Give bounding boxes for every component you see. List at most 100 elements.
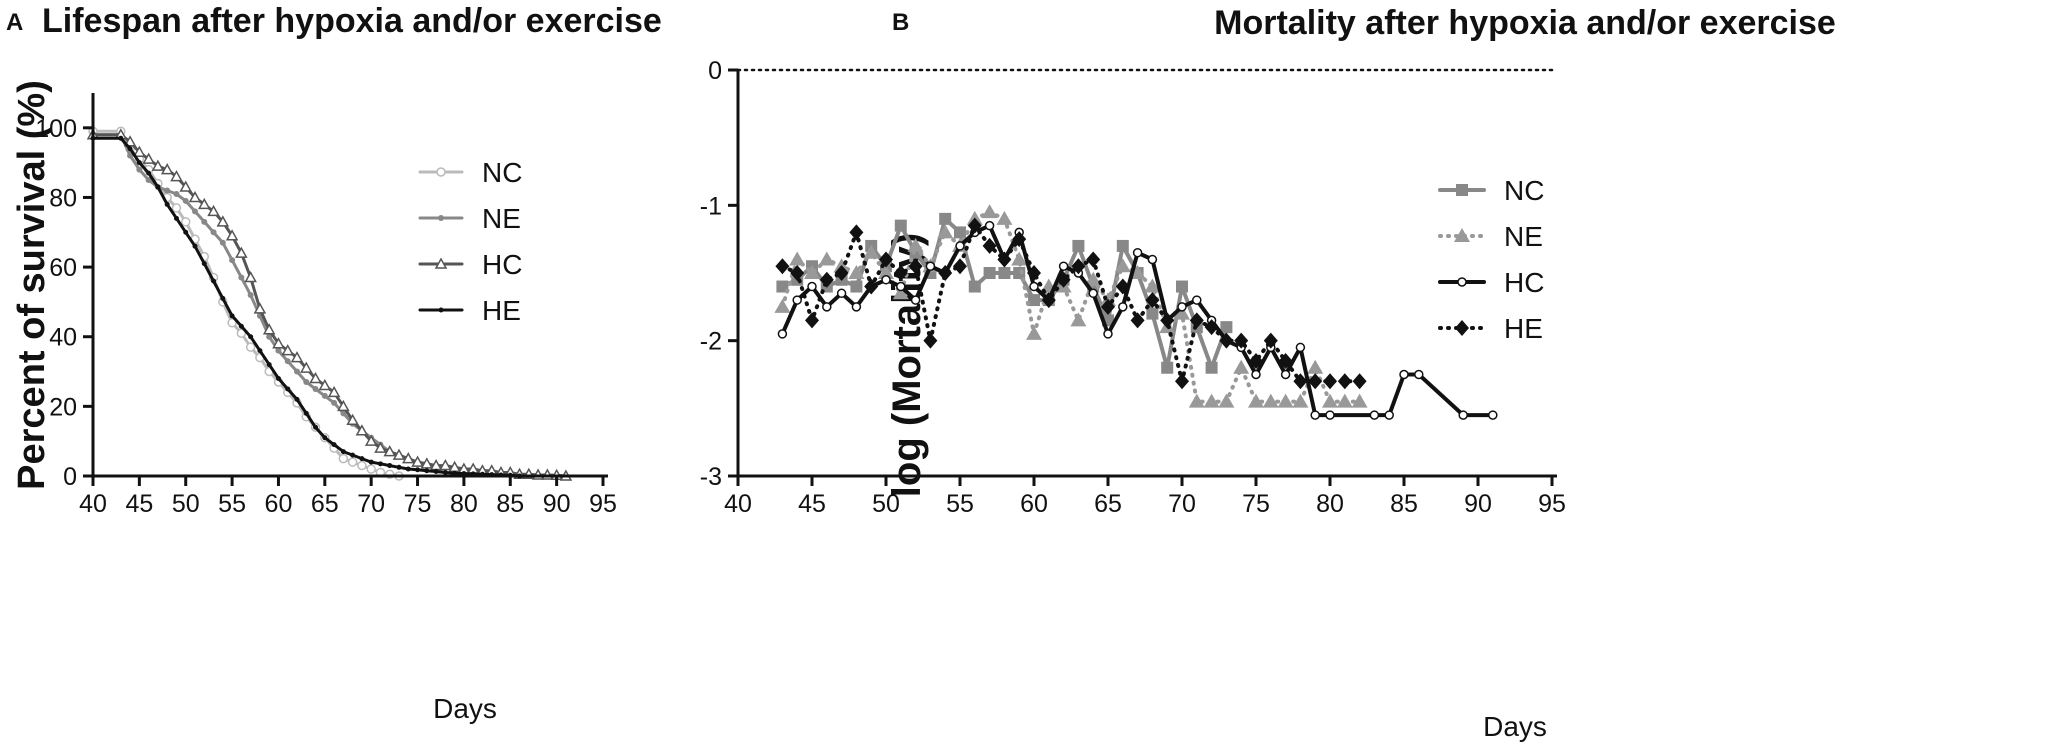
data-point (338, 453, 349, 464)
legend-item-ne: NE (418, 203, 521, 234)
data-point (322, 435, 328, 441)
data-point (294, 396, 300, 402)
data-point (881, 275, 891, 285)
data-point (118, 135, 124, 141)
data-point (1116, 239, 1129, 252)
data-point (774, 298, 791, 313)
panel-a-ylabel: Percent of survival (%) (11, 80, 53, 490)
data-point (136, 166, 143, 173)
data-point (1027, 265, 1041, 281)
data-point (211, 278, 217, 284)
data-point (1144, 278, 1161, 293)
x-tick-label: 50 (872, 490, 900, 518)
data-point (216, 215, 230, 227)
data-point (235, 246, 248, 258)
data-point (183, 229, 189, 235)
data-point (164, 201, 170, 207)
data-point (1130, 312, 1145, 329)
data-point (309, 371, 322, 384)
data-point (1322, 393, 1338, 408)
data-point (1308, 373, 1323, 390)
data-point (220, 295, 226, 301)
data-point (229, 313, 235, 319)
data-point (173, 215, 179, 221)
data-point (424, 468, 430, 474)
data-point (1176, 280, 1188, 293)
data-point (281, 344, 295, 356)
data-point (1145, 292, 1160, 309)
data-point (1262, 393, 1279, 408)
data-point (303, 378, 310, 385)
data-point (937, 224, 954, 239)
data-point (340, 449, 346, 455)
panel-a-title: Lifespan after hypoxia and/or exercise (42, 2, 662, 40)
data-point (1160, 312, 1175, 329)
data-point (145, 177, 152, 184)
data-point (775, 258, 790, 275)
x-tick-label: 65 (1094, 490, 1122, 518)
data-point (818, 251, 835, 266)
data-point (1399, 369, 1409, 380)
data-point (849, 224, 864, 241)
data-point (1277, 393, 1294, 408)
data-point (452, 470, 458, 476)
y-tick-label: 80 (49, 184, 77, 212)
data-point (1058, 261, 1069, 271)
data-point (1234, 332, 1249, 349)
data-point (893, 265, 908, 281)
legend-marker (438, 215, 444, 221)
data-point (262, 323, 276, 335)
x-tick-label: 85 (1390, 490, 1418, 518)
data-point (411, 455, 424, 467)
data-point (1325, 410, 1335, 420)
data-point (201, 261, 207, 267)
legend-marker (1455, 320, 1469, 336)
data-point (179, 180, 193, 192)
data-point (1323, 373, 1337, 390)
data-point (1146, 307, 1159, 320)
data-point (1192, 295, 1202, 305)
data-point (248, 334, 254, 340)
panel-a-label: A (6, 9, 23, 36)
data-point (1103, 329, 1113, 339)
data-point (878, 265, 894, 279)
data-point (182, 197, 189, 204)
data-point (238, 274, 245, 281)
y-tick-label: 60 (49, 254, 77, 282)
data-point (151, 159, 165, 171)
data-point (968, 280, 981, 293)
data-point (1458, 410, 1468, 420)
x-tick-label: 45 (125, 490, 153, 518)
data-point (1071, 258, 1086, 275)
data-point (142, 152, 155, 164)
data-point (955, 241, 965, 251)
y-tick-label: 100 (35, 115, 77, 143)
data-point (210, 229, 217, 236)
data-point (396, 464, 402, 470)
x-tick-label: 90 (1464, 490, 1492, 518)
data-point (1218, 393, 1235, 408)
data-point (340, 410, 347, 417)
panel-b-label: B (892, 9, 909, 36)
data-point (1310, 410, 1320, 420)
data-point (1028, 294, 1040, 307)
data-point (863, 244, 880, 259)
data-point (285, 386, 291, 392)
data-point (1101, 298, 1115, 315)
x-tick-label: 65 (311, 490, 339, 518)
data-point (188, 190, 202, 203)
data-point (1369, 410, 1380, 420)
data-point (245, 342, 256, 352)
data-point (1129, 265, 1146, 279)
data-point (894, 219, 907, 232)
data-point (146, 170, 152, 176)
legend-label: NE (1504, 221, 1543, 252)
data-point (123, 135, 137, 147)
data-point (790, 265, 805, 281)
data-point (1026, 325, 1042, 340)
data-point (364, 434, 378, 446)
data-point (229, 257, 236, 264)
y-tick-label: 0 (708, 57, 722, 85)
data-point (850, 280, 863, 293)
